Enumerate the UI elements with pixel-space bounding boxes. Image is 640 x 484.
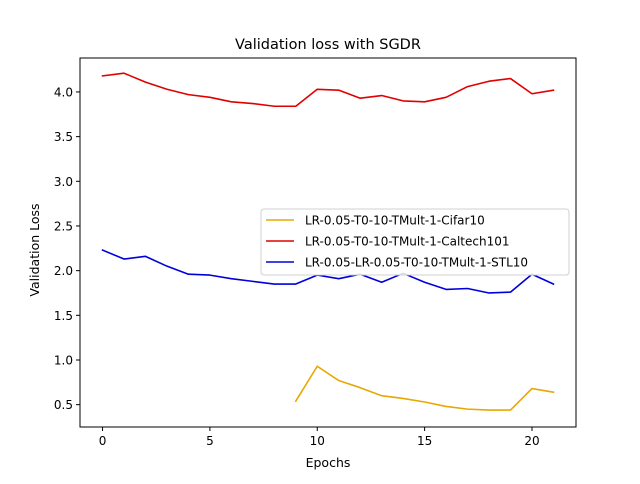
y-tick-label: 2.0 xyxy=(54,264,73,278)
x-tick-label: 5 xyxy=(206,434,214,448)
series-line-1 xyxy=(101,72,555,108)
y-axis-label: Validation Loss xyxy=(27,203,42,296)
series-line-0 xyxy=(294,365,555,411)
legend-label: LR-0.05-T0-10-TMult-1-Caltech101 xyxy=(305,235,510,249)
y-tick-label: 4.0 xyxy=(54,85,73,99)
series-lines xyxy=(101,72,555,411)
y-tick-label: 3.0 xyxy=(54,175,73,189)
chart-title: Validation loss with SGDR xyxy=(235,37,421,53)
x-tick-label: 20 xyxy=(524,434,539,448)
x-axis-label: Epochs xyxy=(306,455,351,470)
plot-frame xyxy=(79,57,577,428)
y-tick-label: 1.5 xyxy=(54,309,73,323)
legend-box xyxy=(260,208,570,276)
series-line-2 xyxy=(101,249,555,294)
x-tick-label: 10 xyxy=(310,434,325,448)
x-tick-label: 15 xyxy=(417,434,432,448)
x-tick-label: 0 xyxy=(99,434,107,448)
y-tick-label: 0.5 xyxy=(54,398,73,412)
legend-label: LR-0.05-LR-0.05-T0-10-TMult-1-STL10 xyxy=(305,256,528,270)
legend-label: LR-0.05-T0-10-TMult-1-Cifar10 xyxy=(305,214,485,228)
axis-ticks: 0 5 10 15 20 0.5 1.0 1.5 2.0 2.5 3.0 3.5 4.0 xyxy=(54,85,540,448)
y-tick-label: 2.5 xyxy=(54,219,73,233)
legend: LR-0.05-T0-10-TMult-1-Cifar10 LR-0.05-T0-… xyxy=(260,208,570,276)
y-tick-label: 1.0 xyxy=(54,353,73,367)
y-tick-label: 3.5 xyxy=(54,130,73,144)
